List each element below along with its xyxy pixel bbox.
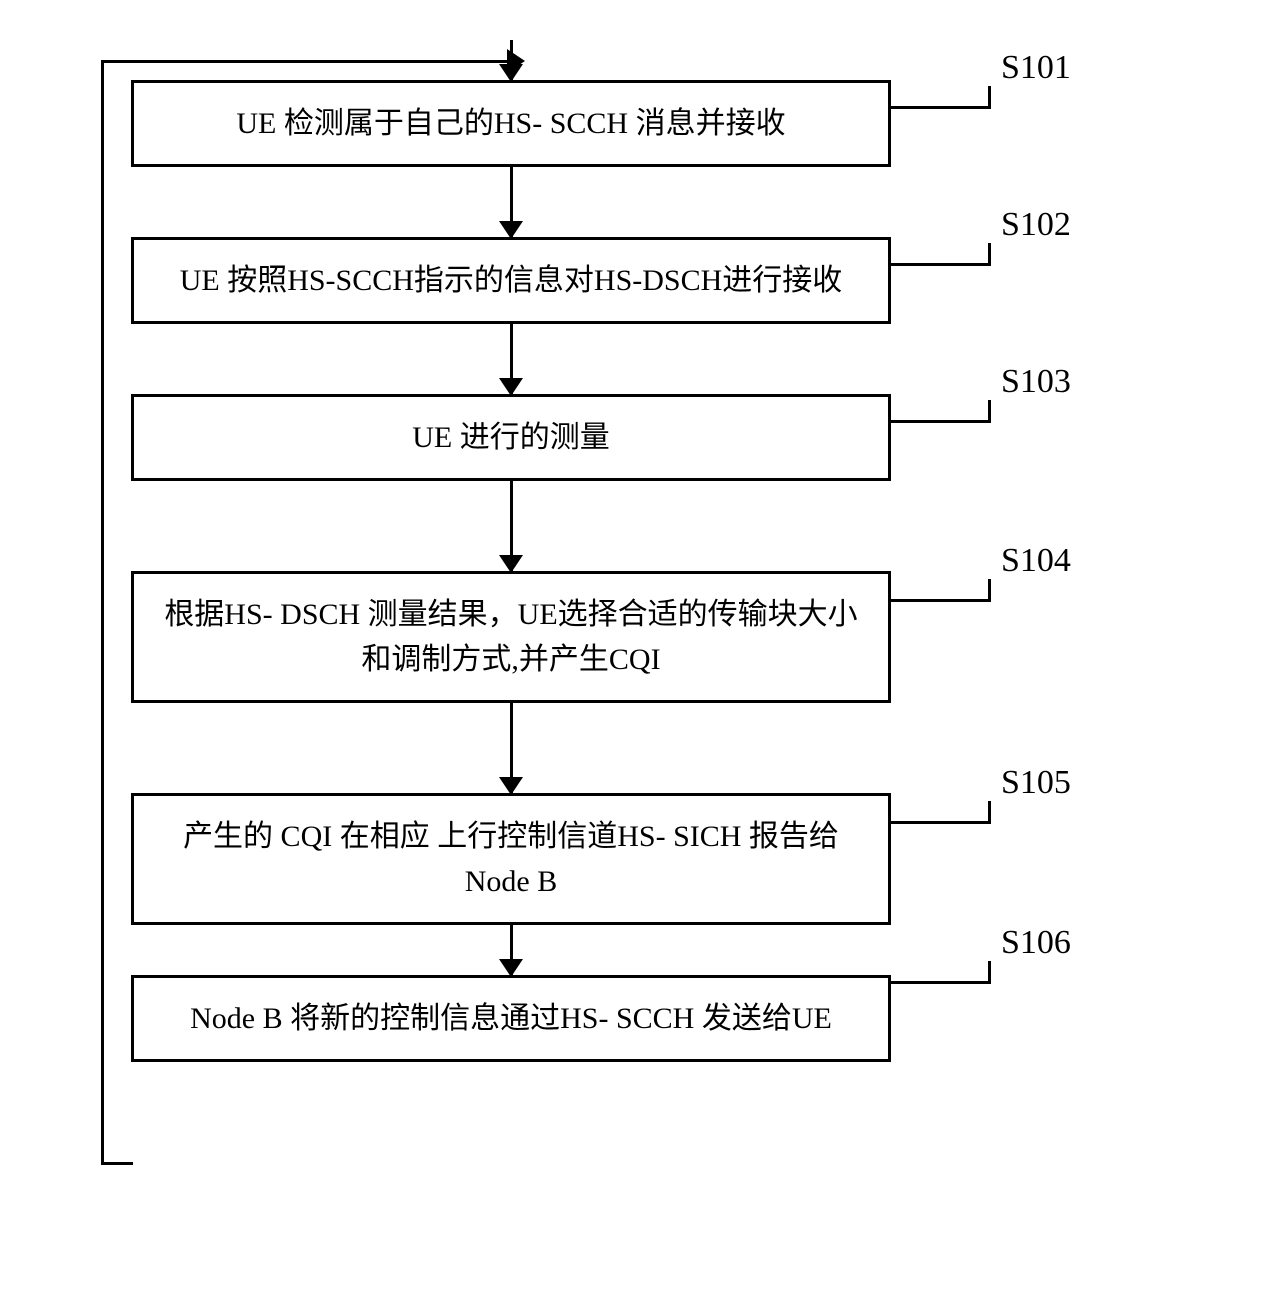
step-text-s105: 产生的 CQI 在相应 上行控制信道HS- SICH 报告给 Node B bbox=[164, 814, 858, 904]
step-box-s104: 根据HS- DSCH 测量结果，UE选择合适的传输块大小和调制方式,并产生CQI bbox=[131, 571, 891, 703]
step-text-s103: UE 进行的测量 bbox=[412, 415, 610, 460]
step-s104: 根据HS- DSCH 测量结果，UE选择合适的传输块大小和调制方式,并产生CQI… bbox=[81, 571, 1181, 703]
step-text-s101: UE 检测属于自己的HS- SCCH 消息并接收 bbox=[236, 101, 785, 146]
step-label-s105: S105 bbox=[1001, 764, 1071, 802]
step-s102: UE 按照HS-SCCH指示的信息对HS-DSCH进行接收 S102 bbox=[81, 237, 1181, 324]
step-label-s103: S103 bbox=[1001, 363, 1071, 401]
arrow-3-4 bbox=[131, 481, 891, 571]
step-text-s104: 根据HS- DSCH 测量结果，UE选择合适的传输块大小和调制方式,并产生CQI bbox=[164, 592, 858, 682]
step-box-s103: UE 进行的测量 bbox=[131, 394, 891, 481]
step-s105: 产生的 CQI 在相应 上行控制信道HS- SICH 报告给 Node B S1… bbox=[81, 793, 1181, 925]
step-box-s101: UE 检测属于自己的HS- SCCH 消息并接收 bbox=[131, 80, 891, 167]
feedback-line-bottom bbox=[101, 1162, 133, 1165]
step-label-s102: S102 bbox=[1001, 206, 1071, 244]
step-box-s106: Node B 将新的控制信息通过HS- SCCH 发送给UE bbox=[131, 975, 891, 1062]
entry-arrow bbox=[131, 40, 891, 80]
arrow-4-5 bbox=[131, 703, 891, 793]
flowchart-container: UE 检测属于自己的HS- SCCH 消息并接收 S101 UE 按照HS-SC… bbox=[81, 40, 1181, 1062]
step-box-s105: 产生的 CQI 在相应 上行控制信道HS- SICH 报告给 Node B bbox=[131, 793, 891, 925]
step-s101: UE 检测属于自己的HS- SCCH 消息并接收 S101 bbox=[81, 80, 1181, 167]
step-label-s104: S104 bbox=[1001, 542, 1071, 580]
arrow-2-3 bbox=[131, 324, 891, 394]
step-s103: UE 进行的测量 S103 bbox=[81, 394, 1181, 481]
step-text-s102: UE 按照HS-SCCH指示的信息对HS-DSCH进行接收 bbox=[180, 258, 843, 303]
step-label-s101: S101 bbox=[1001, 49, 1071, 87]
step-box-s102: UE 按照HS-SCCH指示的信息对HS-DSCH进行接收 bbox=[131, 237, 891, 324]
arrow-5-6 bbox=[131, 925, 891, 975]
step-label-s106: S106 bbox=[1001, 924, 1071, 962]
step-s106: Node B 将新的控制信息通过HS- SCCH 发送给UE S106 bbox=[81, 975, 1181, 1062]
step-text-s106: Node B 将新的控制信息通过HS- SCCH 发送给UE bbox=[190, 996, 832, 1041]
arrow-1-2 bbox=[131, 167, 891, 237]
